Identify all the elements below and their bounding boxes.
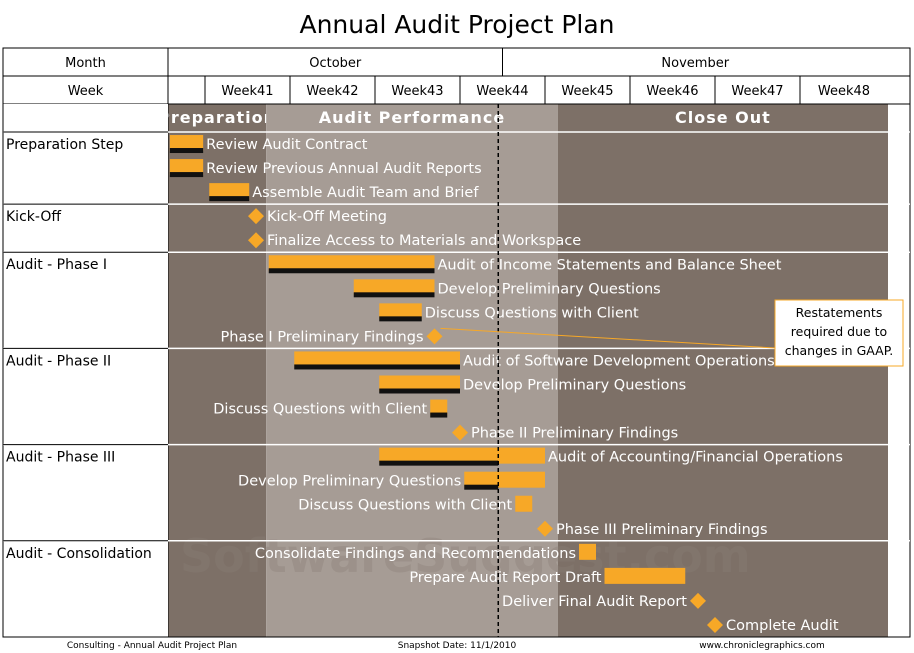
progress-bar xyxy=(430,412,448,418)
phase-label: Close Out xyxy=(675,108,771,127)
task-bar xyxy=(430,399,448,416)
task-label: Develop Preliminary Questions xyxy=(463,378,686,394)
week-label: Week43 xyxy=(391,84,443,99)
phase-label: Preparation xyxy=(158,108,276,127)
phase-zone xyxy=(266,104,558,637)
week-row-label: Week xyxy=(68,84,104,99)
task-bar xyxy=(579,543,596,560)
label-column xyxy=(3,104,168,637)
task-label: Discuss Questions with Client xyxy=(213,402,427,418)
task-bar xyxy=(268,255,435,272)
month-label: October xyxy=(309,56,362,71)
progress-bar xyxy=(294,364,460,370)
task-bar xyxy=(353,279,435,296)
milestone-label: Finalize Access to Materials and Workspa… xyxy=(267,233,581,249)
task-bar xyxy=(379,303,422,320)
group-label: Audit - Consolidation xyxy=(6,546,152,562)
chart-title: Annual Audit Project Plan xyxy=(299,10,614,39)
task-bar xyxy=(209,183,250,200)
task-label: Audit of Accounting/Financial Operations xyxy=(548,450,843,466)
chart-frame xyxy=(2,47,911,638)
progress-bar xyxy=(209,196,250,202)
annotation-box xyxy=(774,299,904,367)
group-label: Preparation Step xyxy=(6,137,123,153)
task-label: Review Previous Annual Audit Reports xyxy=(206,161,482,177)
progress-bar xyxy=(379,388,460,394)
annotation-text: changes in GAAP. xyxy=(785,343,894,358)
progress-bar xyxy=(379,460,499,466)
task-bar xyxy=(169,135,204,152)
task-bar xyxy=(464,471,545,488)
progress-bar xyxy=(379,316,422,322)
diamond-icon xyxy=(452,424,468,441)
week-label: Week46 xyxy=(646,84,698,99)
week-label: Week41 xyxy=(221,84,273,99)
footer-center: Snapshot Date: 11/1/2010 xyxy=(398,641,517,651)
annotation-text: Restatements xyxy=(796,305,883,320)
task-label: Audit of Software Development Operations xyxy=(463,353,775,369)
phase-label: Audit Performance xyxy=(319,108,505,127)
task-bar xyxy=(294,351,460,368)
task-label: Develop Preliminary Questions xyxy=(438,281,661,297)
month-label: November xyxy=(661,56,729,71)
task-label: Discuss Questions with Client xyxy=(298,498,512,514)
month-row-label: Month xyxy=(65,56,106,71)
group-label: Audit - Phase II xyxy=(6,353,111,369)
group-label: Audit - Phase I xyxy=(6,257,107,273)
progress-bar xyxy=(268,268,435,274)
task-label: Review Audit Contract xyxy=(206,137,368,153)
milestone-label: Phase II Preliminary Findings xyxy=(471,426,678,442)
progress-bar xyxy=(169,172,204,178)
diamond-icon xyxy=(426,328,443,345)
task-label: Prepare Audit Report Draft xyxy=(409,570,601,586)
task-bar xyxy=(515,495,533,512)
progress-bar xyxy=(169,148,204,154)
diamond-icon xyxy=(690,592,706,609)
task-bar xyxy=(604,567,686,584)
task-label: Consolidate Findings and Recommendations xyxy=(255,546,576,562)
task-label: Discuss Questions with Client xyxy=(425,305,639,321)
week-label: Week42 xyxy=(306,84,358,99)
week-label: Week45 xyxy=(561,84,613,99)
week-label: Week48 xyxy=(818,84,870,99)
task-bar xyxy=(379,375,460,392)
task-bar xyxy=(379,447,545,464)
diamond-icon xyxy=(248,208,264,225)
task-label: Audit of Income Statements and Balance S… xyxy=(438,257,782,273)
milestone-label: Phase I Preliminary Findings xyxy=(221,329,424,345)
footer-left: Consulting - Annual Audit Project Plan xyxy=(67,641,237,651)
diamond-icon xyxy=(707,616,723,633)
diamond-icon xyxy=(248,232,264,249)
task-label: Develop Preliminary Questions xyxy=(238,474,461,490)
annotation-leader xyxy=(440,327,776,349)
task-bar xyxy=(169,159,204,176)
group-label: Kick-Off xyxy=(6,209,61,225)
milestone-label: Phase III Preliminary Findings xyxy=(556,522,768,538)
phase-zone xyxy=(557,104,888,637)
task-label: Assemble Audit Team and Brief xyxy=(252,185,479,201)
footer-right: www.chroniclegraphics.com xyxy=(699,641,825,651)
milestone-label: Complete Audit xyxy=(726,618,839,634)
milestone-label: Kick-Off Meeting xyxy=(267,209,387,225)
milestone-label: Deliver Final Audit Report xyxy=(502,594,687,610)
group-label: Audit - Phase III xyxy=(6,450,115,466)
progress-bar xyxy=(464,484,499,490)
week-label: Week47 xyxy=(731,84,783,99)
diamond-icon xyxy=(537,520,553,537)
week-label: Week44 xyxy=(476,84,528,99)
annotation-text: required due to xyxy=(791,324,887,339)
progress-bar xyxy=(353,292,435,298)
